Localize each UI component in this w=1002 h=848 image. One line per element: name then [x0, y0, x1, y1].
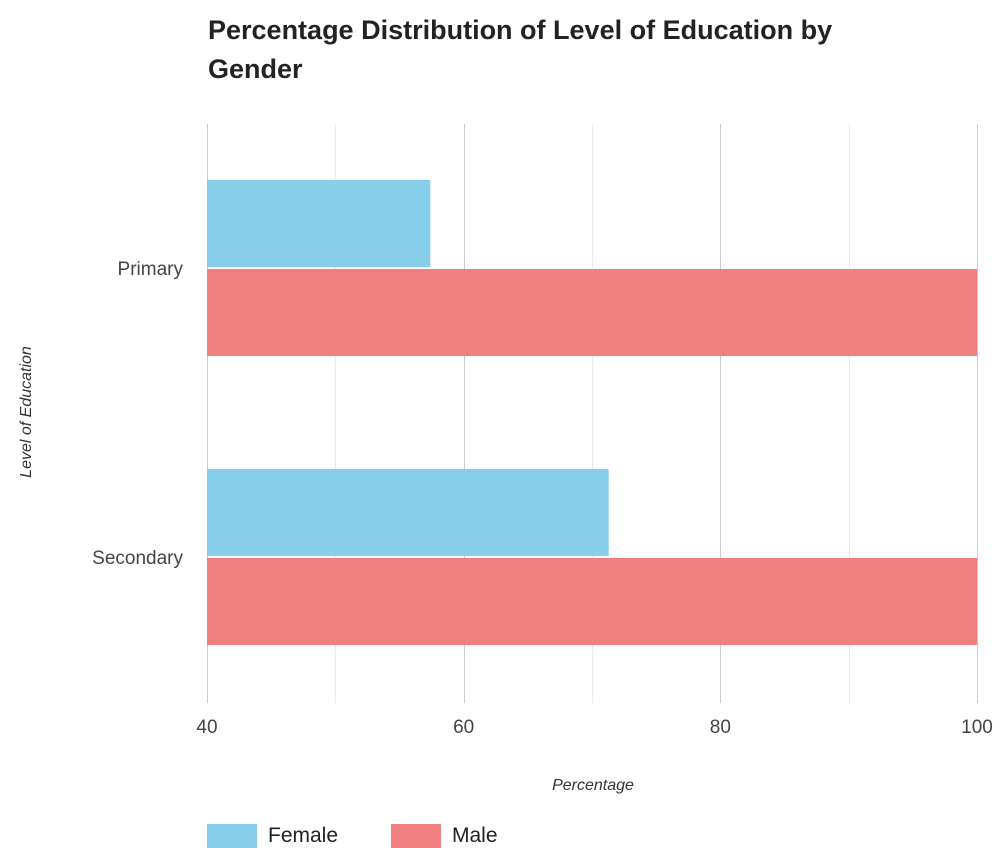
y-category-label: Secondary: [92, 548, 183, 569]
legend-item-female[interactable]: Female: [207, 824, 338, 848]
y-axis-categories: Primary Secondary: [92, 259, 183, 569]
bar-male-secondary[interactable]: [207, 558, 977, 645]
legend-swatch: [207, 824, 257, 848]
x-axis-ticks: 40 60 80 100: [196, 717, 992, 738]
x-tick-label: 100: [961, 717, 993, 738]
y-category-label: Primary: [118, 259, 184, 280]
legend-swatch: [391, 824, 441, 848]
x-tick-label: 80: [710, 717, 731, 738]
legend-label: Male: [452, 824, 498, 847]
chart-title: Percentage Distribution of Level of Educ…: [208, 15, 832, 84]
y-axis-title: Level of Education: [18, 346, 35, 478]
legend[interactable]: Female Male: [207, 824, 498, 848]
bar-female-primary[interactable]: [207, 180, 431, 267]
x-axis-title: Percentage: [552, 777, 634, 794]
x-tick-label: 60: [453, 717, 474, 738]
chart-title-line-2: Gender: [208, 54, 303, 84]
legend-item-male[interactable]: Male: [391, 824, 498, 848]
bar-male-primary[interactable]: [207, 269, 977, 356]
bars: [207, 180, 977, 645]
chart-title-line-1: Percentage Distribution of Level of Educ…: [208, 15, 832, 45]
x-tick-label: 40: [196, 717, 217, 738]
bar-female-secondary[interactable]: [207, 469, 609, 556]
legend-label: Female: [268, 824, 338, 847]
